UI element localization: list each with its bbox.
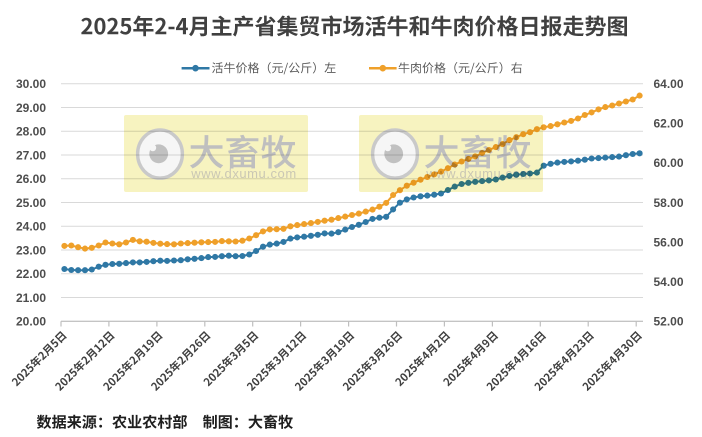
svg-text:21.00: 21.00	[16, 291, 46, 305]
svg-text:23.00: 23.00	[16, 243, 46, 257]
svg-text:25.00: 25.00	[16, 196, 46, 210]
svg-text:64.00: 64.00	[654, 77, 684, 91]
svg-text:60.00: 60.00	[654, 156, 684, 170]
svg-text:22.00: 22.00	[16, 267, 46, 281]
svg-text:52.00: 52.00	[654, 315, 684, 329]
svg-text:27.00: 27.00	[16, 148, 46, 162]
svg-text:www.dxumu.com: www.dxumu.com	[190, 166, 296, 181]
svg-text:56.00: 56.00	[654, 235, 684, 249]
svg-text:www.dxumu.com: www.dxumu.com	[425, 166, 531, 181]
svg-text:20.00: 20.00	[16, 315, 46, 329]
svg-text:28.00: 28.00	[16, 125, 46, 139]
svg-text:26.00: 26.00	[16, 172, 46, 186]
svg-text:62.00: 62.00	[654, 117, 684, 131]
svg-text:54.00: 54.00	[654, 275, 684, 289]
svg-text:24.00: 24.00	[16, 220, 46, 234]
svg-text:29.00: 29.00	[16, 101, 46, 115]
svg-text:30.00: 30.00	[16, 77, 46, 91]
svg-text:58.00: 58.00	[654, 196, 684, 210]
